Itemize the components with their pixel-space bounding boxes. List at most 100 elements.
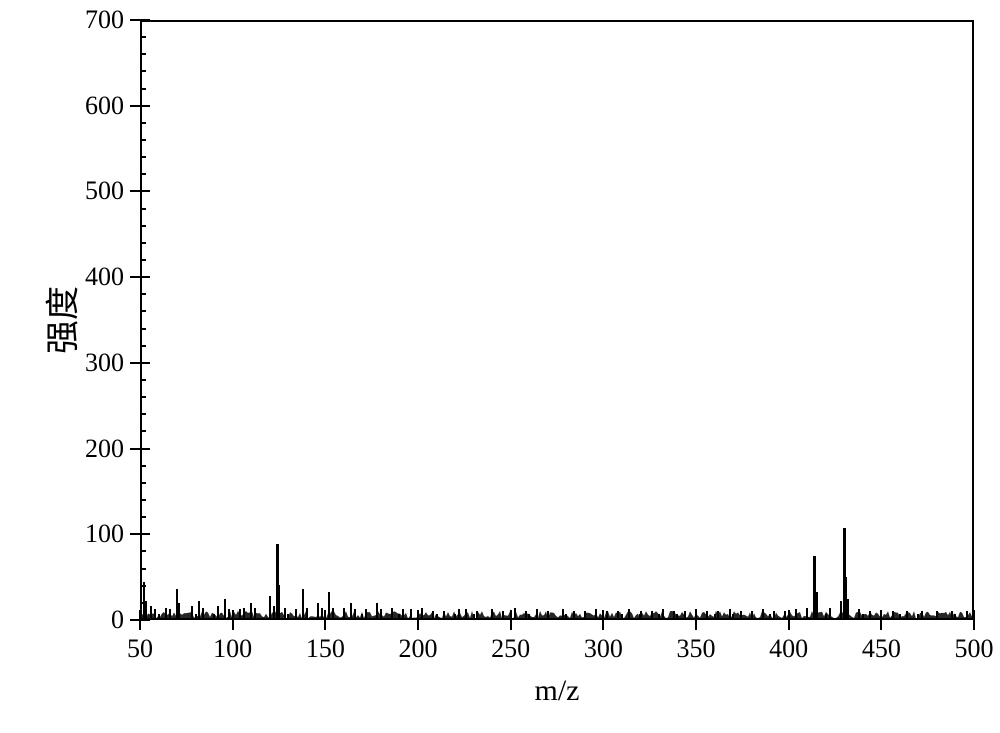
x-minor-tick [917,614,919,620]
y-minor-tick [140,242,146,244]
x-tick-label: 250 [491,634,530,664]
y-minor-tick [140,345,146,347]
y-tick [130,362,140,364]
spectrum-peak [376,603,378,618]
y-tick [130,533,140,535]
y-tick [140,533,150,535]
y-tick-label: 600 [85,91,124,121]
x-minor-tick [565,614,567,620]
y-minor-tick [140,396,146,398]
x-tick [973,610,975,620]
y-minor-tick [140,482,146,484]
y-minor-tick [140,310,146,312]
x-minor-tick [658,614,660,620]
x-tick [602,610,604,620]
spectrum-peak [284,608,286,618]
y-minor-tick [140,550,146,552]
spectrum-peak [178,603,180,618]
y-minor-tick [140,259,146,261]
spectrum-peak [773,611,775,618]
y-tick [140,448,150,450]
x-tick-label: 350 [677,634,716,664]
x-axis-label: m/z [535,674,580,708]
y-tick-label: 0 [111,605,124,635]
x-minor-tick [751,614,753,620]
x-minor-tick [306,614,308,620]
y-minor-tick [140,122,146,124]
x-minor-tick [862,614,864,620]
spectrum-peak [562,609,564,618]
x-tick-label: 400 [769,634,808,664]
x-minor-tick [621,614,623,620]
spectrum-peak [740,611,742,618]
y-minor-tick [140,36,146,38]
y-minor-tick [140,379,146,381]
spectrum-peak [951,611,953,618]
spectrum-peak [410,609,412,618]
x-minor-tick [714,614,716,620]
spectrum-peak [198,601,200,618]
y-minor-tick [140,88,146,90]
x-minor-tick [176,614,178,620]
spectrum-peak [617,611,619,618]
spectrum-peak [869,611,871,618]
y-tick [130,190,140,192]
y-minor-tick [140,53,146,55]
x-minor-tick [899,614,901,620]
x-minor-tick [361,614,363,620]
spectrum-peak [243,608,245,618]
spectrum-peak [784,611,786,618]
spectrum-peak [202,608,204,618]
spectrum-peak [573,611,575,618]
spectrum-peak [295,609,297,618]
x-tick [139,620,141,630]
x-tick [417,610,419,620]
y-minor-tick [140,602,146,604]
x-tick-label: 450 [862,634,901,664]
spectrum-peak [847,599,849,618]
x-tick [324,610,326,620]
spectrum-peak [536,609,538,618]
x-tick [880,610,882,620]
x-minor-tick [454,614,456,620]
x-tick-label: 300 [584,634,623,664]
x-minor-tick [732,614,734,620]
spectrum-peak [892,611,894,618]
spectrum-peak [354,609,356,618]
x-tick-label: 50 [127,634,153,664]
spectrum-peak [651,611,653,618]
y-tick [140,619,150,621]
x-minor-tick [195,614,197,620]
x-tick [232,620,234,630]
y-minor-tick [140,465,146,467]
spectrum-peak [302,589,304,618]
spectrum-peak [432,611,434,618]
spectrum-peak [402,609,404,618]
x-minor-tick [269,614,271,620]
x-minor-tick [398,614,400,620]
y-tick-label: 400 [85,262,124,292]
spectrum-peak [191,606,193,618]
x-tick [232,610,234,620]
spectrum-peak [762,609,764,618]
spectrum-peak [239,609,241,618]
y-minor-tick [140,225,146,227]
y-tick [130,619,140,621]
y-minor-tick [140,208,146,210]
x-minor-tick [676,614,678,620]
x-minor-tick [806,614,808,620]
spectrum-peak [321,608,323,618]
y-minor-tick [140,413,146,415]
x-minor-tick [584,614,586,620]
y-tick [130,19,140,21]
spectrum-peak [465,609,467,618]
x-tick [602,620,604,630]
spectrum-peak [514,608,516,618]
spectrum-peak [254,608,256,618]
x-tick [695,610,697,620]
spectrum-peak [150,606,152,618]
x-minor-tick [380,614,382,620]
y-minor-tick [140,516,146,518]
x-tick [788,610,790,620]
x-tick [324,620,326,630]
